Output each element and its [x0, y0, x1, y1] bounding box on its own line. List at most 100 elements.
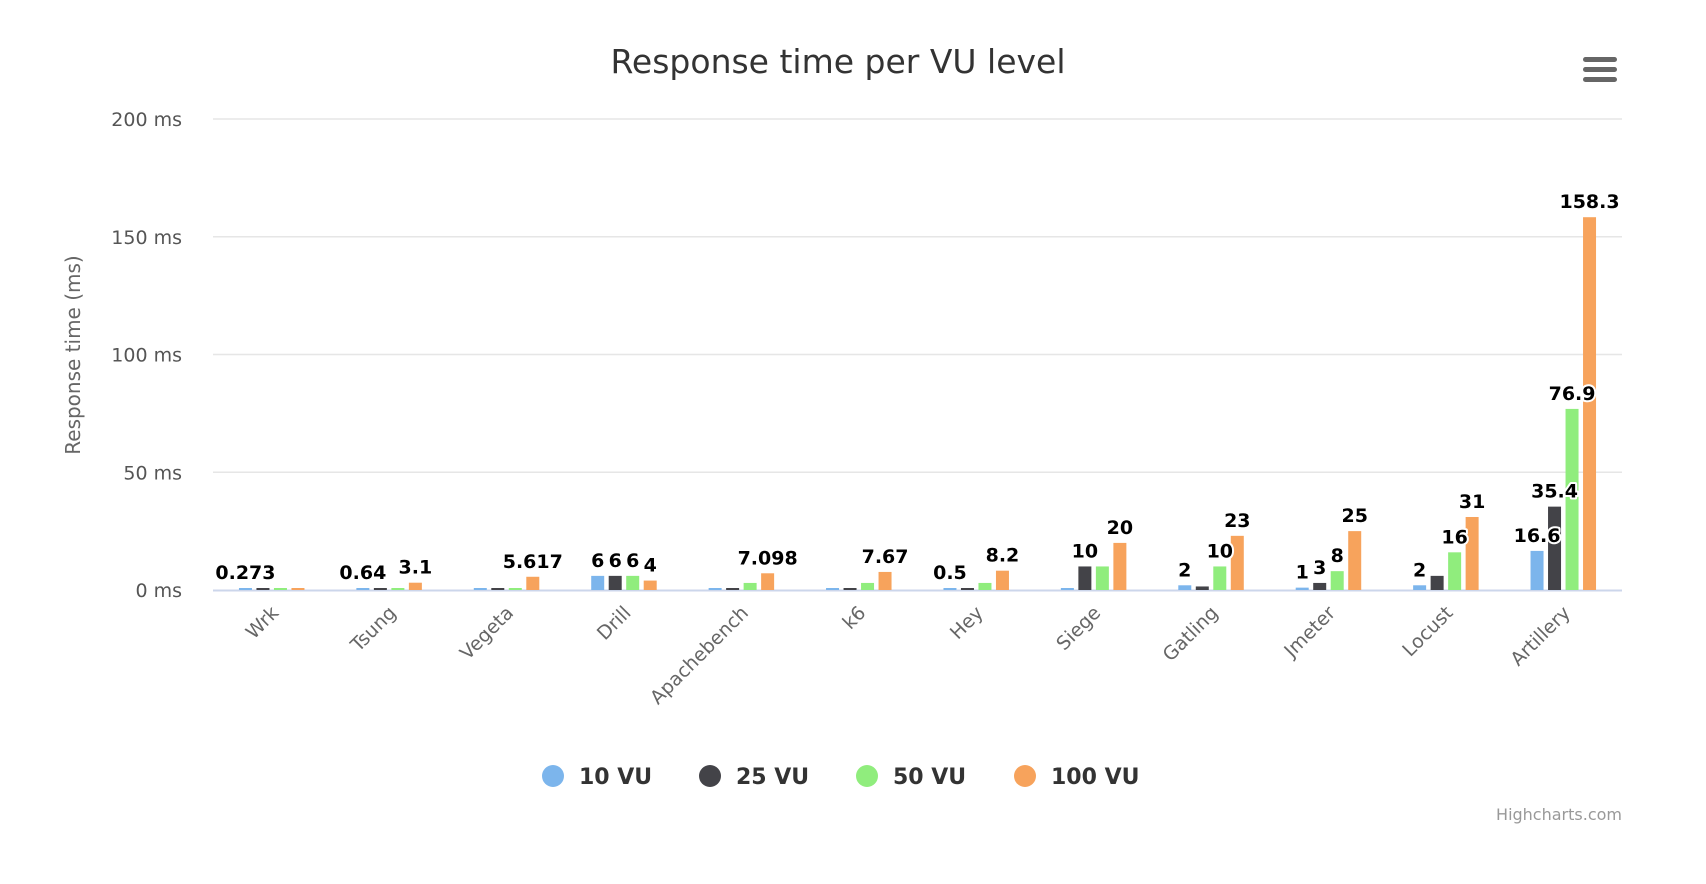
bar-tsung-10-vu[interactable]: [356, 588, 370, 590]
data-label: 35.4: [1531, 481, 1578, 503]
data-label: 8.2: [986, 545, 1020, 567]
data-label: 0.64: [339, 562, 386, 584]
legend-marker: [542, 765, 564, 787]
bar-locust-25-vu[interactable]: [1430, 575, 1444, 590]
x-tick-label: Locust: [1398, 602, 1457, 661]
bar-drill-25-vu[interactable]: [608, 575, 622, 590]
bar-jmeter-25-vu[interactable]: [1313, 582, 1327, 590]
data-label: 16.6: [1514, 525, 1561, 547]
legend-item-50-vu[interactable]: 50 VU: [856, 765, 966, 790]
data-label: 6: [591, 550, 604, 572]
bar-k6-100-vu[interactable]: [878, 571, 892, 590]
legend-label: 50 VU: [893, 765, 966, 790]
data-labels: 0.273 0.64 3.1 5.617 6 6 6 4 7.098 7.670.58.2 1020…: [213, 189, 1621, 586]
x-axis-labels: Wrk Tsung Vegeta Drill Apachebench k6 Hey Siege…: [242, 602, 1575, 709]
data-label: 31: [1459, 491, 1485, 513]
data-label: 158.3: [1559, 191, 1619, 213]
bar-hey-100-vu[interactable]: [995, 570, 1009, 590]
y-tick-label: 100 ms: [111, 345, 182, 367]
bar-gatling-10-vu[interactable]: [1178, 585, 1192, 590]
bar-jmeter-50-vu[interactable]: [1330, 571, 1344, 590]
data-label: 5.617: [503, 551, 563, 573]
legend-marker: [699, 765, 721, 787]
bar-vegeta-50-vu[interactable]: [508, 588, 522, 590]
bar-jmeter-10-vu[interactable]: [1295, 587, 1309, 590]
data-label: 6: [609, 550, 622, 572]
bar-apachebench-10-vu[interactable]: [708, 588, 722, 590]
data-label: 2: [1178, 559, 1191, 581]
data-label: 6: [626, 550, 639, 572]
bar-locust-100-vu[interactable]: [1465, 516, 1479, 590]
x-tick-label: Apachebench: [646, 602, 753, 709]
bar-gatling-25-vu[interactable]: [1195, 586, 1209, 590]
bar-artillery-10-vu[interactable]: [1530, 550, 1544, 590]
bar-jmeter-100-vu[interactable]: [1348, 531, 1362, 590]
legend-item-10-vu[interactable]: 10 VU: [542, 765, 652, 790]
y-tick-label: 0 ms: [135, 580, 182, 602]
bar-gatling-50-vu[interactable]: [1213, 566, 1227, 590]
data-label: 0.5: [933, 562, 967, 584]
bar-artillery-50-vu[interactable]: [1565, 408, 1579, 590]
chart-title: Response time per VU level: [610, 42, 1065, 81]
data-label: 16: [1441, 526, 1467, 548]
bar-artillery-25-vu[interactable]: [1548, 506, 1562, 590]
legend-item-100-vu[interactable]: 100 VU: [1014, 765, 1139, 790]
bar-hey-50-vu[interactable]: [978, 582, 992, 590]
data-label: 3: [1313, 557, 1326, 579]
bar-siege-10-vu[interactable]: [1060, 588, 1074, 590]
x-tick-label: Wrk: [242, 602, 284, 644]
x-tick-label: Drill: [593, 602, 636, 645]
legend-label: 25 VU: [736, 765, 809, 790]
bar-apachebench-100-vu[interactable]: [761, 573, 775, 590]
bar-wrk-50-vu[interactable]: [273, 588, 287, 590]
y-tick-label: 200 ms: [111, 109, 182, 131]
bar-apachebench-25-vu[interactable]: [726, 588, 740, 590]
y-axis-title: Response time (ms): [61, 255, 85, 454]
bar-wrk-25-vu[interactable]: [256, 588, 270, 590]
x-tick-label: Jmeter: [1279, 602, 1340, 663]
data-label: 3.1: [399, 557, 433, 579]
bar-vegeta-10-vu[interactable]: [473, 588, 487, 590]
data-label: 2: [1413, 559, 1426, 581]
bar-siege-50-vu[interactable]: [1095, 566, 1109, 590]
bar-artillery-100-vu[interactable]: [1583, 217, 1597, 591]
bar-hey-25-vu[interactable]: [960, 588, 974, 590]
x-tick-label: k6: [838, 602, 870, 634]
x-tick-label: Vegeta: [456, 602, 518, 664]
bar-drill-100-vu[interactable]: [643, 580, 657, 590]
credits-link[interactable]: Highcharts.com: [1496, 805, 1622, 824]
bar-locust-10-vu[interactable]: [1413, 585, 1427, 590]
data-label: 20: [1107, 517, 1133, 539]
bar-siege-25-vu[interactable]: [1078, 566, 1092, 590]
legend-label: 100 VU: [1051, 765, 1139, 790]
y-tick-label: 150 ms: [111, 227, 182, 249]
bar-k6-10-vu[interactable]: [826, 588, 840, 590]
bar-k6-25-vu[interactable]: [843, 588, 857, 590]
bar-apachebench-50-vu[interactable]: [743, 582, 757, 590]
legend-item-25-vu[interactable]: 25 VU: [699, 765, 809, 790]
bar-vegeta-25-vu[interactable]: [491, 588, 505, 590]
bar-vegeta-100-vu[interactable]: [526, 576, 540, 590]
grid: 0 ms 50 ms 100 ms 150 ms 200 ms: [111, 109, 1622, 602]
bar-tsung-25-vu[interactable]: [373, 588, 387, 590]
legend-label: 10 VU: [579, 765, 652, 790]
bar-siege-100-vu[interactable]: [1113, 542, 1127, 590]
bar-drill-50-vu[interactable]: [626, 575, 640, 590]
data-label: 0.273: [215, 562, 275, 584]
bar-gatling-100-vu[interactable]: [1230, 535, 1244, 590]
x-tick-label: Artillery: [1506, 602, 1574, 670]
bar-tsung-50-vu[interactable]: [391, 588, 405, 590]
bar-wrk-10-vu[interactable]: [238, 588, 252, 590]
data-label: 23: [1224, 510, 1250, 532]
bar-wrk-100-vu[interactable]: [291, 588, 305, 590]
data-label: 10: [1207, 540, 1233, 562]
bar-drill-10-vu[interactable]: [591, 575, 605, 590]
legend: 10 VU 25 VU 50 VU 100 VU: [542, 765, 1139, 790]
data-label: 4: [644, 555, 657, 577]
bar-hey-10-vu[interactable]: [943, 588, 957, 590]
bar-locust-50-vu[interactable]: [1448, 552, 1462, 590]
hamburger-menu-icon[interactable]: [1583, 57, 1617, 82]
bar-k6-50-vu[interactable]: [861, 582, 875, 590]
data-label: 7.098: [738, 547, 798, 569]
bar-tsung-100-vu[interactable]: [408, 582, 422, 590]
